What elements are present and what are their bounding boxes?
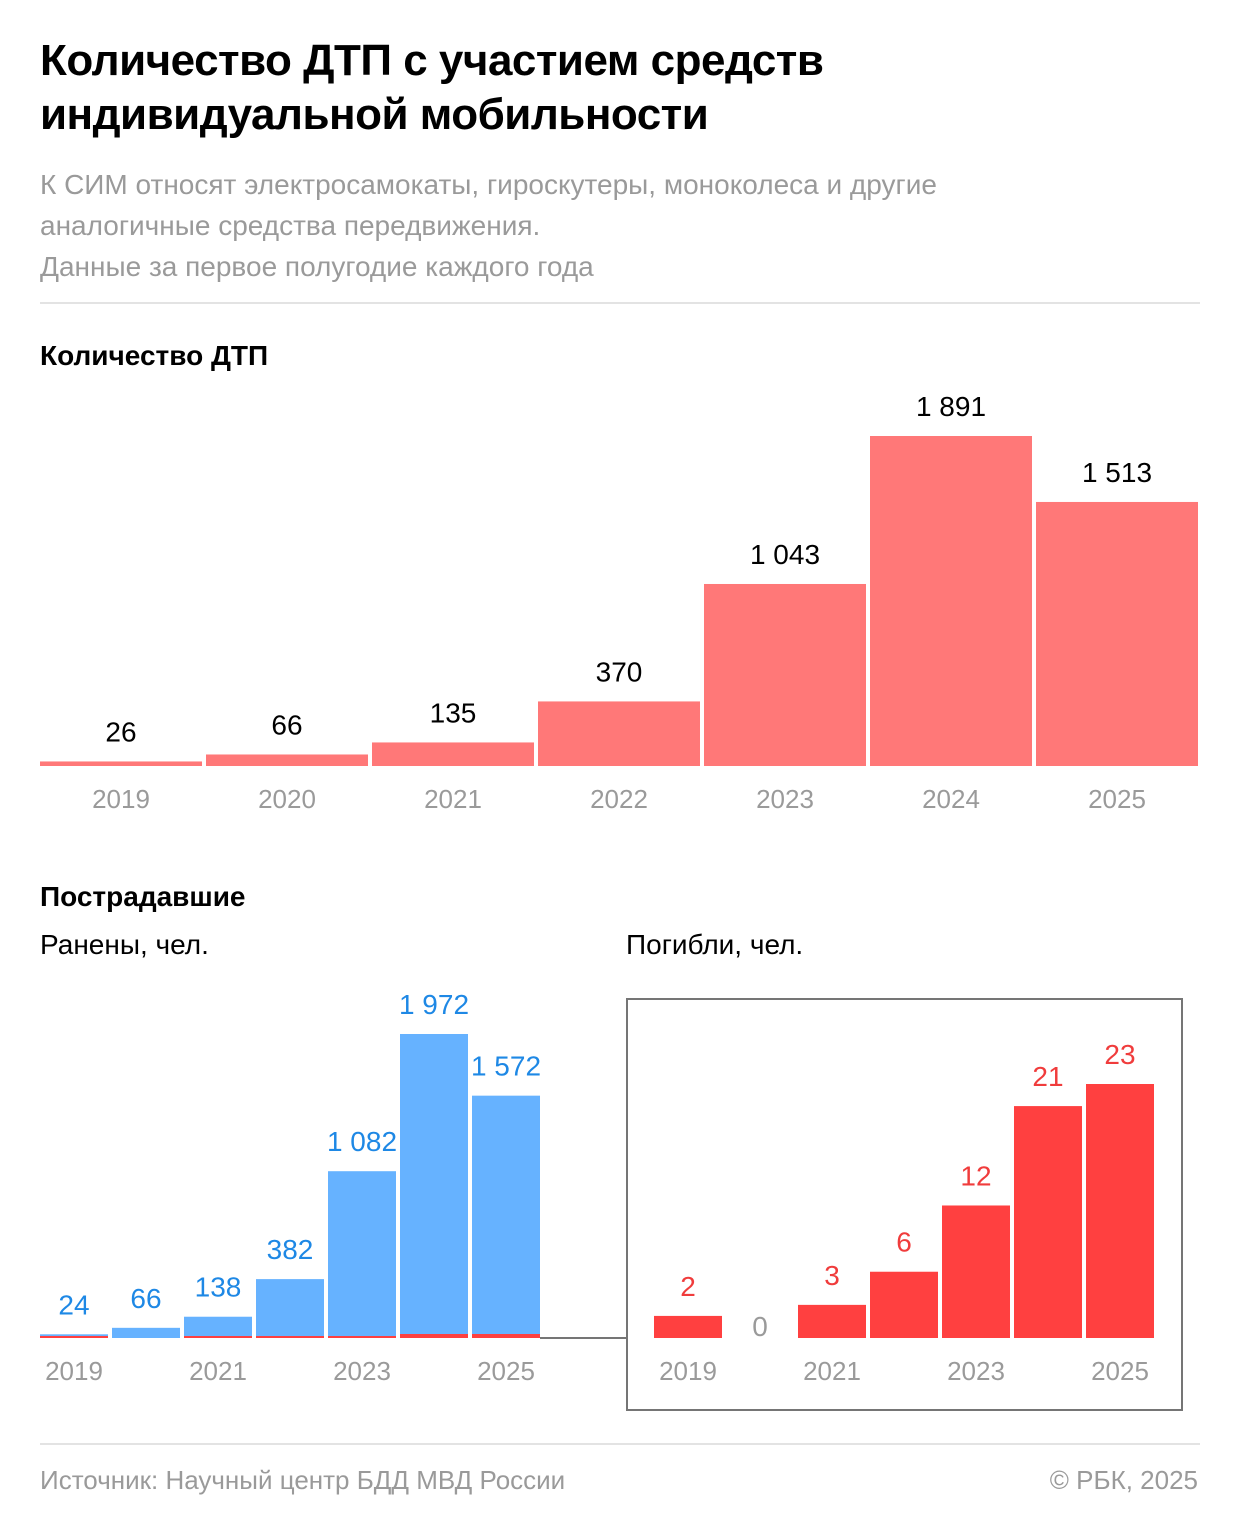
x-tick-label: 2021: [189, 1356, 247, 1386]
bar-injured-2020: [112, 1327, 180, 1338]
bar-killed-small-2024: [400, 1334, 468, 1338]
bar-killed-2022: [870, 1271, 938, 1338]
x-tick-label: 2021: [803, 1356, 861, 1386]
bar-value-label: 1 513: [1082, 457, 1152, 488]
x-tick-label: 2025: [477, 1356, 535, 1386]
bar-value-label: 66: [130, 1283, 161, 1314]
bar-value-label: 24: [58, 1289, 89, 1320]
copyright-text: © РБК, 2025: [1049, 1465, 1198, 1495]
x-tick-label: 2020: [258, 784, 316, 814]
x-tick-label: 2025: [1088, 784, 1146, 814]
bar-value-label: 370: [596, 656, 643, 687]
bar-value-label: 1 043: [750, 539, 820, 570]
subtitle-line: аналогичные средства передвижения.: [40, 210, 541, 241]
bar-injured-2023: [328, 1171, 396, 1338]
bar-accidents-2023: [704, 583, 866, 766]
x-tick-label: 2019: [92, 784, 150, 814]
bar-injured-2025: [472, 1095, 540, 1338]
page-subtitle: К СИМ относят электросамокаты, гироскуте…: [40, 164, 1200, 287]
victims-section-title: Пострадавшие: [40, 881, 246, 912]
bar-accidents-2019: [40, 761, 202, 766]
bar-value-label: 135: [430, 697, 477, 728]
bar-value-label: 26: [105, 716, 136, 747]
page-title: Количество ДТП с участием средств индиви…: [40, 36, 824, 139]
x-tick-label: 2022: [590, 784, 648, 814]
bar-value-label: 12: [960, 1160, 991, 1191]
bar-killed-2023: [942, 1205, 1010, 1338]
bar-accidents-2021: [372, 742, 534, 766]
x-tick-label: 2023: [756, 784, 814, 814]
injured-legend: Ранены, чел.: [40, 929, 209, 960]
x-tick-label: 2023: [333, 1356, 391, 1386]
bar-value-label: 1 572: [471, 1051, 541, 1082]
bar-value-label: 1 891: [916, 391, 986, 422]
bar-value-label: 382: [267, 1234, 314, 1265]
bar-accidents-2020: [206, 754, 368, 766]
bar-injured-2022: [256, 1279, 324, 1338]
bar-killed-small-2019: [40, 1336, 108, 1338]
x-tick-label: 2019: [45, 1356, 103, 1386]
bar-value-label: 6: [896, 1227, 912, 1258]
accidents-section-title: Количество ДТП: [40, 340, 269, 371]
bar-value-label: 1 972: [399, 989, 469, 1020]
bar-value-label: 23: [1104, 1039, 1135, 1070]
subtitle-line: Данные за первое полугодие каждого года: [40, 251, 594, 282]
bar-killed-small-2025: [472, 1334, 540, 1338]
x-tick-label: 2019: [659, 1356, 717, 1386]
bar-value-label: 66: [271, 709, 302, 740]
bar-injured-2021: [184, 1316, 252, 1338]
zoom-frame: [626, 998, 1183, 1411]
bar-accidents-2024: [870, 436, 1032, 766]
x-tick-label: 2021: [424, 784, 482, 814]
accidents-chart: 26 2019 66 2020 135 2021 370 2022 1 043 2023 1 891…: [40, 391, 1198, 814]
bar-killed-small-2022: [256, 1336, 324, 1338]
source-text: Источник: Научный центр БДД МВД России: [40, 1465, 566, 1495]
bar-killed-small-2023: [328, 1336, 396, 1338]
bar-value-label: 138: [195, 1272, 242, 1303]
bar-accidents-2022: [538, 701, 700, 766]
subtitle-line: К СИМ относят электросамокаты, гироскуте…: [40, 169, 937, 200]
bar-value-label: 21: [1032, 1061, 1063, 1092]
bar-accidents-2025: [1036, 501, 1198, 766]
top-divider: [40, 302, 1200, 304]
bar-killed-small-2021: [184, 1336, 252, 1338]
x-tick-label: 2024: [922, 784, 980, 814]
bar-value-label: 3: [824, 1260, 840, 1291]
bar-value-label: 0: [752, 1311, 768, 1342]
bar-injured-2024: [400, 1034, 468, 1338]
bar-killed-2021: [798, 1304, 866, 1338]
bottom-divider: [40, 1443, 1200, 1445]
killed-legend: Погибли, чел.: [626, 929, 804, 960]
bar-value-label: 2: [680, 1271, 696, 1302]
bar-killed-2025: [1086, 1084, 1154, 1338]
x-tick-label: 2025: [1091, 1356, 1149, 1386]
bar-value-label: 1 082: [327, 1126, 397, 1157]
x-tick-label: 2023: [947, 1356, 1005, 1386]
bar-killed-2024: [1014, 1106, 1082, 1338]
bar-killed-2019: [654, 1315, 722, 1338]
